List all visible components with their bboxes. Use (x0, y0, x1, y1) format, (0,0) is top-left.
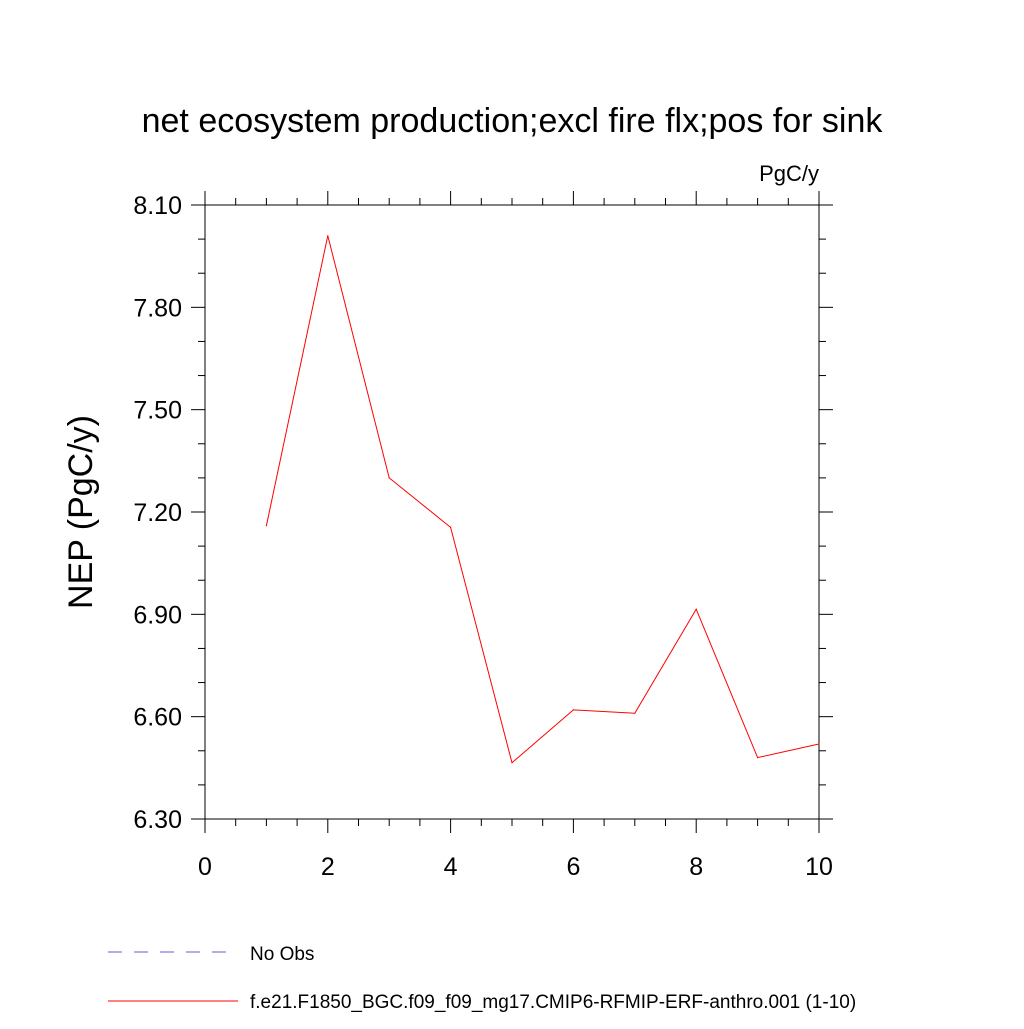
data-point (388, 477, 390, 479)
legend-label-no-obs: No Obs (250, 944, 314, 965)
x-tick-label: 0 (198, 853, 212, 881)
y-tick-label: 7.50 (133, 397, 182, 425)
chart-title: net ecosystem production;excl fire flx;p… (142, 102, 884, 140)
x-axis-ticks (204, 191, 820, 833)
plot-frame (204, 204, 820, 820)
y-axis-ticks (191, 204, 833, 820)
x-axis-tick-labels: 0 2 4 6 8 10 (198, 853, 833, 881)
data-point (450, 526, 452, 528)
y-tick-label: 8.10 (133, 192, 182, 220)
x-tick-label: 10 (805, 853, 833, 881)
y-tick-label: 6.60 (133, 704, 182, 732)
data-point (511, 762, 513, 764)
data-point (757, 757, 759, 759)
series-group (265, 235, 820, 764)
legend-label-model: f.e21.F1850_BGC.f09_f09_mg17.CMIP6-RFMIP… (250, 992, 856, 1013)
y-axis-tick-labels: 6.30 6.60 6.90 7.20 7.50 7.80 8.10 (133, 192, 182, 834)
series-line (265, 235, 820, 764)
units-label: PgC/y (759, 161, 819, 186)
x-tick-label: 6 (566, 853, 580, 881)
x-tick-label: 4 (444, 853, 458, 881)
y-axis-label: NEP (PgC/y) (62, 415, 100, 609)
y-tick-label: 7.80 (133, 294, 182, 322)
y-tick-label: 6.90 (133, 601, 182, 629)
y-tick-label: 6.30 (133, 806, 182, 834)
data-point (265, 525, 267, 527)
x-tick-label: 2 (321, 853, 335, 881)
y-tick-label: 7.20 (133, 499, 182, 527)
data-point (572, 709, 575, 711)
data-point (327, 235, 329, 237)
legend: No Obs f.e21.F1850_BGC.f09_f09_mg17.CMIP… (108, 944, 856, 1013)
x-tick-label: 8 (689, 853, 703, 881)
data-point (818, 743, 820, 745)
data-point (695, 608, 697, 610)
data-point (634, 712, 636, 714)
